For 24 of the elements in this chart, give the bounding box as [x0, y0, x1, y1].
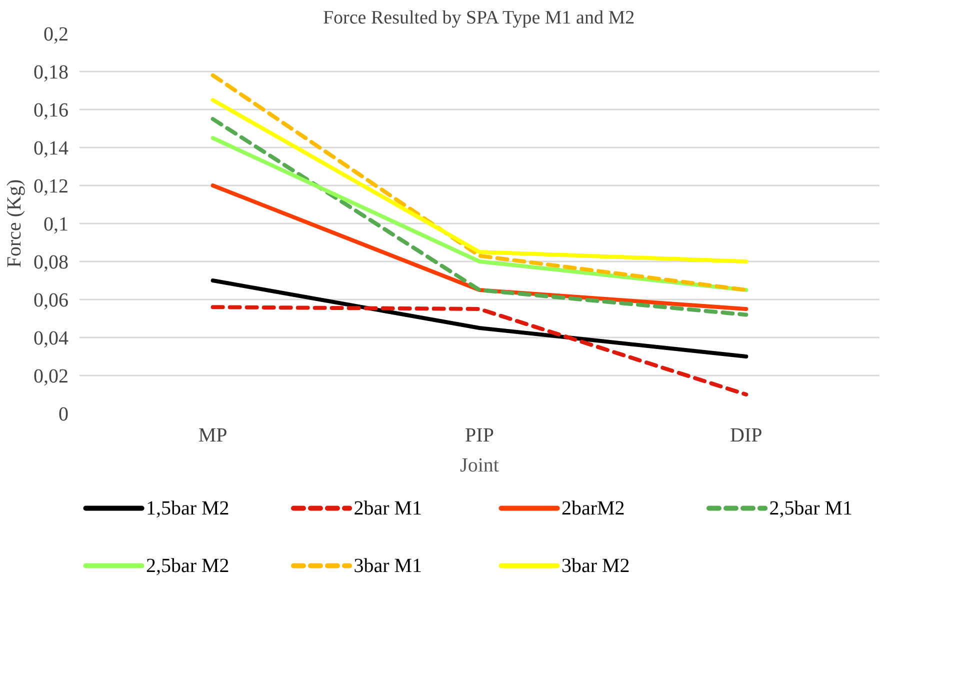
legend-label: 3bar M1	[354, 554, 422, 577]
legend-label: 3bar M2	[561, 554, 630, 577]
y-tick-label: 0	[58, 404, 68, 426]
x-tick-label: PIP	[465, 424, 494, 446]
y-tick-label: 0,2	[44, 24, 68, 46]
legend-label: 1,5bar M2	[146, 497, 230, 520]
legend-label: 2bar M1	[354, 497, 422, 520]
y-tick-label: 0,06	[34, 290, 68, 312]
y-tick-label: 0,16	[34, 100, 68, 122]
y-tick-label: 0,02	[34, 366, 68, 388]
y-tick-label: 0,04	[34, 328, 68, 350]
x-tick-label: DIP	[730, 424, 762, 446]
legend-label: 2,5bar M1	[769, 497, 853, 520]
chart-title: Force Resulted by SPA Type M1 and M2	[322, 8, 635, 28]
legend-label: 2barM2	[561, 497, 625, 520]
y-tick-label: 0,14	[34, 138, 68, 160]
x-tick-label: MP	[198, 424, 228, 446]
y-tick-label: 0,08	[34, 252, 68, 274]
y-tick-label: 0,18	[34, 62, 68, 84]
y-axis-title: Force (Kg)	[4, 179, 26, 268]
x-axis-title: Joint	[460, 454, 500, 476]
legend-label: 2,5bar M2	[146, 554, 230, 577]
y-tick-label: 0,1	[44, 214, 68, 236]
y-tick-label: 0,12	[34, 176, 68, 198]
